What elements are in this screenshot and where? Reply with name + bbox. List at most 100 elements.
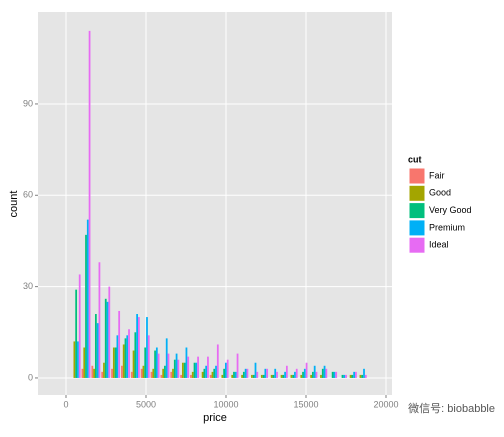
bar xyxy=(181,362,184,378)
bar xyxy=(213,368,216,378)
bar xyxy=(221,374,224,378)
bar xyxy=(78,274,81,378)
bar xyxy=(101,371,104,378)
bar xyxy=(146,317,148,378)
bar xyxy=(256,371,259,378)
bar xyxy=(173,359,176,378)
legend-label: Good xyxy=(429,188,451,198)
bar xyxy=(144,347,147,378)
bar xyxy=(266,368,269,378)
x-tick-label: 20000 xyxy=(373,399,398,409)
bar xyxy=(341,374,344,378)
bar xyxy=(294,371,296,378)
bar xyxy=(303,368,306,378)
y-tick-label: 60 xyxy=(23,190,33,200)
bar xyxy=(98,262,101,378)
x-axis-label: price xyxy=(203,412,227,424)
legend-label: Fair xyxy=(429,170,445,180)
bar xyxy=(128,329,130,378)
bar xyxy=(290,374,293,378)
bar xyxy=(93,368,95,378)
bar xyxy=(321,368,324,378)
legend-key xyxy=(408,202,426,220)
bar xyxy=(162,368,165,378)
bar xyxy=(262,374,265,378)
bar xyxy=(201,371,204,378)
bar xyxy=(164,365,166,378)
bar xyxy=(86,219,89,378)
legend-label: Ideal xyxy=(429,240,449,250)
bar xyxy=(359,374,362,378)
bar xyxy=(223,368,226,378)
bar xyxy=(295,368,298,378)
bar xyxy=(155,347,158,378)
bar xyxy=(136,314,139,378)
bar xyxy=(215,365,217,378)
bar xyxy=(73,341,76,378)
bar xyxy=(191,371,194,378)
bar xyxy=(264,368,267,378)
bar xyxy=(246,368,249,378)
bar xyxy=(302,371,304,378)
bar xyxy=(310,374,313,378)
bar xyxy=(75,289,78,378)
bar xyxy=(241,374,243,378)
bar xyxy=(242,371,245,378)
legend-key xyxy=(408,219,426,237)
bar xyxy=(355,371,357,378)
bar xyxy=(85,234,87,378)
bar xyxy=(331,371,334,378)
bar xyxy=(112,347,115,378)
legend-label: Premium xyxy=(429,222,465,232)
bar xyxy=(126,335,129,378)
bar xyxy=(323,365,326,378)
bar xyxy=(170,371,173,378)
bar xyxy=(132,350,135,378)
bar xyxy=(154,350,156,378)
bar xyxy=(88,30,91,378)
x-tick-label: 5000 xyxy=(136,399,156,409)
bar xyxy=(325,368,328,378)
panel xyxy=(38,12,392,395)
bar xyxy=(197,356,199,378)
x-tick-label: 0 xyxy=(63,399,68,409)
y-axis-label: count xyxy=(8,191,20,218)
bar xyxy=(114,347,117,378)
bar xyxy=(185,347,188,378)
bar xyxy=(312,371,314,378)
bar xyxy=(315,371,318,378)
bar xyxy=(183,362,186,378)
y-tick-label: 0 xyxy=(28,372,33,382)
bar xyxy=(150,371,153,378)
bar xyxy=(282,374,285,378)
bar xyxy=(226,359,229,378)
bar xyxy=(152,368,155,378)
bar xyxy=(292,374,295,378)
y-tick-label: 90 xyxy=(23,98,33,108)
bar xyxy=(175,353,178,378)
bar xyxy=(157,353,160,378)
bar xyxy=(234,371,237,378)
bar xyxy=(94,314,97,378)
bar xyxy=(203,368,206,378)
bar xyxy=(274,368,277,378)
bar xyxy=(313,365,316,378)
bar xyxy=(165,338,168,378)
bar xyxy=(225,362,227,378)
bar xyxy=(167,353,170,378)
bar xyxy=(363,368,365,378)
bar xyxy=(211,371,214,378)
bar xyxy=(140,368,143,378)
bar xyxy=(108,286,111,378)
legend-label: Very Good xyxy=(429,205,472,215)
bar xyxy=(252,374,255,378)
bar xyxy=(284,371,286,378)
bar xyxy=(134,332,137,378)
bar xyxy=(244,368,247,378)
bar xyxy=(187,356,190,378)
bar xyxy=(121,365,123,378)
bar xyxy=(195,362,198,378)
bar xyxy=(77,341,79,378)
bar xyxy=(209,374,212,378)
x-tick-label: 15000 xyxy=(293,399,318,409)
